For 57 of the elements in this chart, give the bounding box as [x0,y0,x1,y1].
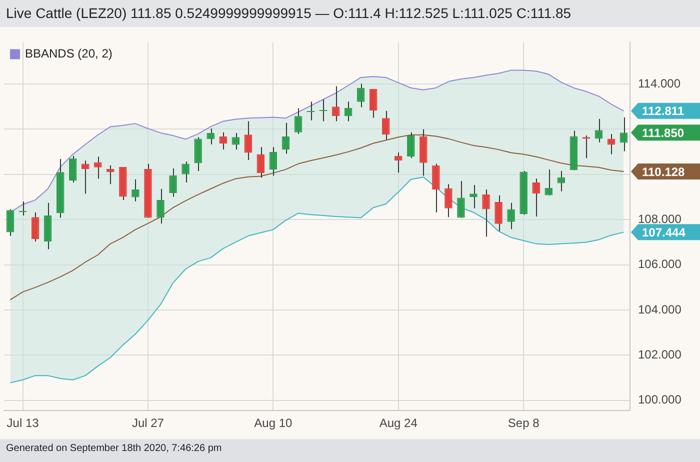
candlestick [356,83,365,108]
candlestick [94,156,102,180]
x-tick-label: Aug 10 [254,416,293,430]
x-tick-label: Sep 8 [508,416,540,430]
candlestick [282,122,290,154]
candlestick [206,128,214,145]
candlestick [607,133,616,155]
candlestick [332,86,340,122]
candlestick [444,184,452,218]
y-tick-label: 100.000 [638,392,682,407]
candlestick [470,184,478,209]
data-label: 112.811 [642,104,684,118]
y-tick-label: 102.000 [638,348,682,362]
candlestick [369,88,378,118]
candlestick [256,146,265,178]
x-tick-label: Jul 13 [6,416,40,430]
candlestick [532,178,540,217]
candlestick [169,168,177,198]
candlestick [44,202,52,250]
candlestick [18,201,28,216]
candlestick [306,101,316,121]
x-tick-label: Jul 27 [132,416,164,430]
text: 111.850 [642,126,684,140]
candlestick [482,189,490,238]
candlestick [432,163,440,213]
candlestick [382,110,390,140]
candlestick [494,194,502,232]
candlestick [344,101,352,122]
text: Generated on September 18th 2020, 7:46:26 pm [5,442,223,456]
candlestick [68,155,77,184]
candlestick [394,152,402,174]
x-tick-label: Aug 24 [379,416,418,430]
candlestick [457,180,465,218]
data-label: 107.444 [642,226,686,240]
legend-label: BBANDS (20, 2) [25,46,112,61]
y-tick-label: 114.000 [638,76,681,90]
candlestick [156,188,164,224]
data-label: 110.128 [642,164,686,179]
candlestick [194,136,202,172]
candlestick [82,160,90,194]
candlestick [269,146,278,176]
candlestick [594,118,603,143]
candlestick [6,208,14,236]
candlestick [232,132,240,150]
candlestick [407,132,415,159]
y-tick-label: 108.000 [638,212,682,226]
y-tick-label: 104.000 [638,302,682,316]
y-tick-label: 106.000 [638,257,682,272]
candlestick [182,161,190,184]
candlestick [294,108,302,134]
candlestick [244,120,252,160]
candlestick [31,212,40,242]
candlestick [544,168,552,196]
candlestick [132,178,140,202]
candlestick [620,116,628,152]
chart-title: Live Cattle (LEZ20) 111.85 0.5249999999999915 — O:111.4 H:112.525 L:111.025 C:111.85 [0,0,700,27]
candlestick [318,98,328,122]
